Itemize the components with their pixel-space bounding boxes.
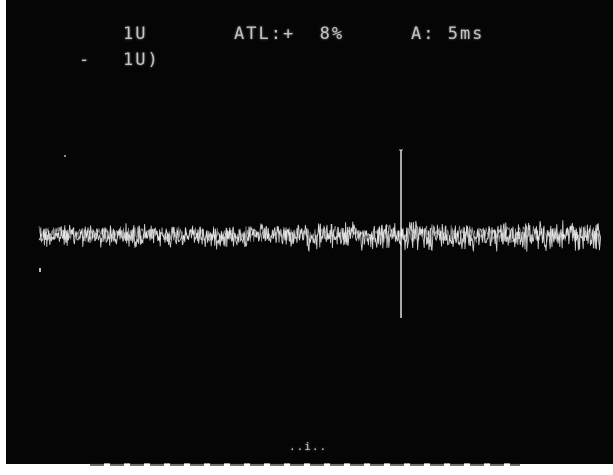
trigger-level-readout: ATL:+ 8% <box>234 24 345 44</box>
channel-scale-label: 1U <box>123 24 148 44</box>
channel-scale-label-secondary: 1U) <box>123 50 160 70</box>
screen-bottom-border <box>6 464 613 475</box>
noise-trace-overlay <box>38 224 601 245</box>
upper-left-dot <box>64 155 66 157</box>
bottom-position-marker: ..i.. <box>289 440 328 453</box>
channel-marker: - <box>79 50 92 70</box>
timebase-readout: A: 5ms <box>411 24 485 44</box>
oscilloscope-screen: 1U 1U) - ATL:+ 8% A: 5ms ..i.. <box>6 0 613 464</box>
noise-trace <box>38 220 602 253</box>
left-edge-dot <box>39 268 41 272</box>
signal-trace-area <box>38 149 602 318</box>
screen-bottom-graticule <box>90 463 520 466</box>
